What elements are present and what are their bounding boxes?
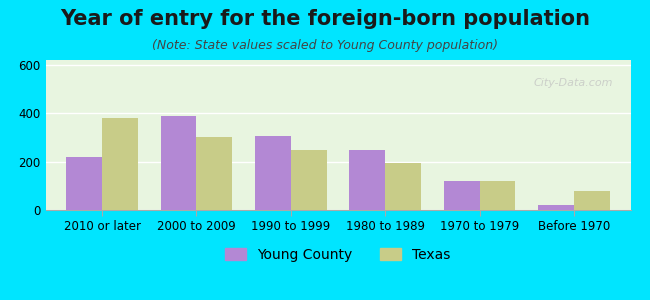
Bar — [161, 116, 196, 210]
Bar — [385, 163, 421, 210]
Text: (Note: State values scaled to Young County population): (Note: State values scaled to Young Coun… — [152, 39, 498, 52]
Bar — [574, 191, 610, 210]
Bar — [291, 150, 327, 210]
Bar — [480, 181, 515, 210]
Bar — [538, 205, 574, 210]
Bar — [444, 182, 480, 210]
Bar — [196, 137, 232, 210]
Text: City-Data.com: City-Data.com — [534, 78, 613, 88]
Bar — [102, 118, 138, 210]
Bar — [66, 157, 102, 210]
Legend: Young County, Texas: Young County, Texas — [221, 244, 455, 266]
Bar — [349, 150, 385, 210]
Text: Year of entry for the foreign-born population: Year of entry for the foreign-born popul… — [60, 9, 590, 29]
Bar — [255, 136, 291, 210]
